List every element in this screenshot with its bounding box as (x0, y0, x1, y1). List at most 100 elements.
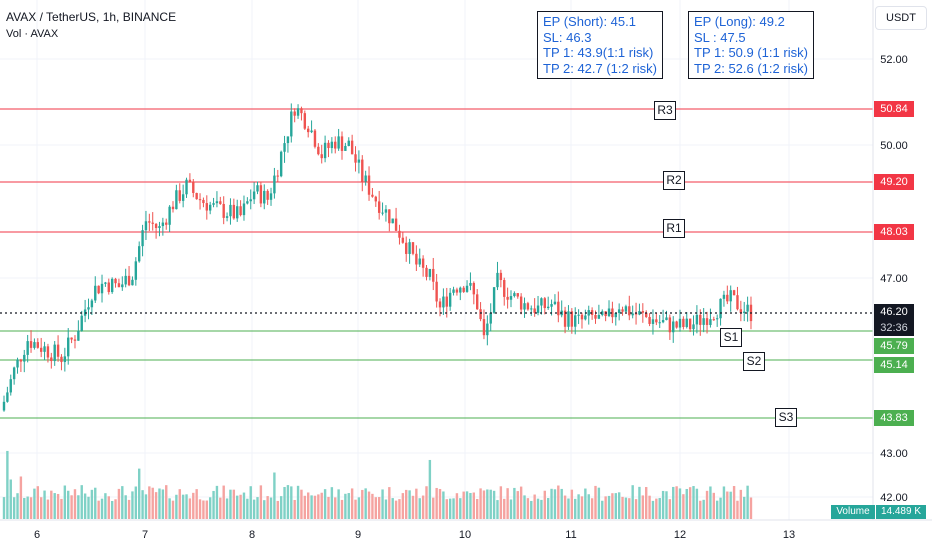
volume-indicator-title: Vol · AVAX (6, 28, 59, 40)
candle-body (53, 344, 56, 362)
candle-body (185, 179, 188, 195)
volume-bar (702, 499, 705, 519)
volume-bar (462, 491, 465, 519)
candle-body (743, 311, 746, 313)
volume-bar (506, 488, 509, 519)
volume-bar (509, 499, 513, 519)
volume-bar (563, 495, 567, 519)
candle-body (408, 242, 411, 254)
candle-body (543, 298, 546, 309)
candle-body (658, 322, 661, 324)
candle-body (604, 311, 607, 317)
volume-bar (658, 498, 661, 519)
volume-bar (695, 488, 699, 519)
candle-body (357, 159, 361, 163)
volume-bar (195, 489, 198, 519)
candle-body (239, 206, 242, 216)
candle-body (232, 204, 236, 219)
volume-bar (26, 496, 29, 519)
candle-body (63, 356, 67, 363)
candle-body (394, 218, 398, 231)
volume-bar (293, 499, 296, 519)
candle-body (192, 181, 195, 193)
volume-bar (198, 499, 202, 519)
volume-bar (43, 490, 46, 519)
candle-body (303, 113, 307, 129)
volume-bar (67, 490, 70, 519)
volume-bar (533, 494, 536, 519)
volume-bar (425, 486, 428, 519)
price-axis-ticks: 52.00 50.00 47.00 43.00 42.00 (880, 54, 908, 504)
volume-bar (16, 493, 19, 519)
candle-body (330, 141, 334, 149)
candle-body (699, 314, 702, 325)
candle-body (584, 315, 587, 320)
candle-body (283, 143, 286, 152)
currency-button[interactable]: USDT (875, 6, 927, 30)
volume-bar (536, 498, 540, 519)
volume-bar (661, 490, 665, 519)
candle-body (181, 194, 185, 201)
volume-bar (104, 493, 107, 519)
bar-countdown: 32:36 (874, 320, 914, 336)
volume-bar (604, 496, 607, 519)
candle-body (540, 298, 543, 306)
s2-price-label: 45.14 (874, 357, 914, 373)
volume-bar (350, 488, 354, 519)
volume-bar (23, 497, 26, 519)
candle-body (212, 203, 215, 205)
volume-bar (699, 500, 702, 519)
volume-bar (246, 498, 249, 519)
volume-bar (127, 499, 131, 519)
volume-bar (526, 498, 530, 519)
volume-bar (398, 499, 401, 519)
candle-body (736, 295, 739, 310)
volume-bar (300, 489, 303, 519)
candle-body (6, 392, 9, 402)
candle-body (46, 346, 50, 358)
candle-body (313, 130, 317, 147)
volume-bar (546, 498, 550, 519)
candle-body (641, 311, 645, 313)
candle-body (246, 201, 249, 204)
candle-body (624, 306, 628, 312)
volume-bar (188, 498, 192, 519)
volume-bar (722, 486, 726, 519)
candle-body (124, 275, 127, 285)
volume-bar (682, 494, 685, 519)
volume-bars (2, 450, 753, 519)
volume-bar (574, 498, 577, 519)
candle-body (36, 342, 39, 348)
r3-tag: R3 (654, 101, 676, 120)
long-tp1: TP 1: 50.9 (1:1 risk) (694, 45, 808, 60)
volume-bar (675, 486, 678, 519)
volume-bar (611, 493, 614, 519)
volume-bar (550, 488, 553, 519)
candle-body (73, 339, 77, 341)
volume-bar (631, 485, 634, 519)
candle-body (56, 344, 60, 357)
chart-title: AVAX / TetherUS, 1h, BINANCE (6, 10, 177, 24)
candle-body (739, 309, 743, 313)
volume-bar (607, 495, 611, 519)
candle-body (229, 204, 232, 217)
candle-body (611, 308, 614, 318)
volume-bar (215, 485, 219, 519)
candle-body (607, 308, 611, 317)
volume-bar (651, 500, 655, 519)
candle-body (12, 367, 16, 380)
candle-body (388, 209, 391, 224)
candle-body (384, 209, 388, 213)
volume-bar (77, 495, 80, 519)
volume-bar (117, 488, 121, 519)
candle-body (161, 222, 165, 227)
volume-bar (239, 494, 242, 519)
volume-bar (601, 500, 604, 519)
candle-body (222, 203, 225, 218)
volume-bar (283, 487, 286, 519)
volume-bar (181, 494, 185, 519)
candle-body (553, 301, 557, 305)
candle-body (550, 304, 553, 307)
s1-price-label: 45.79 (874, 338, 914, 354)
